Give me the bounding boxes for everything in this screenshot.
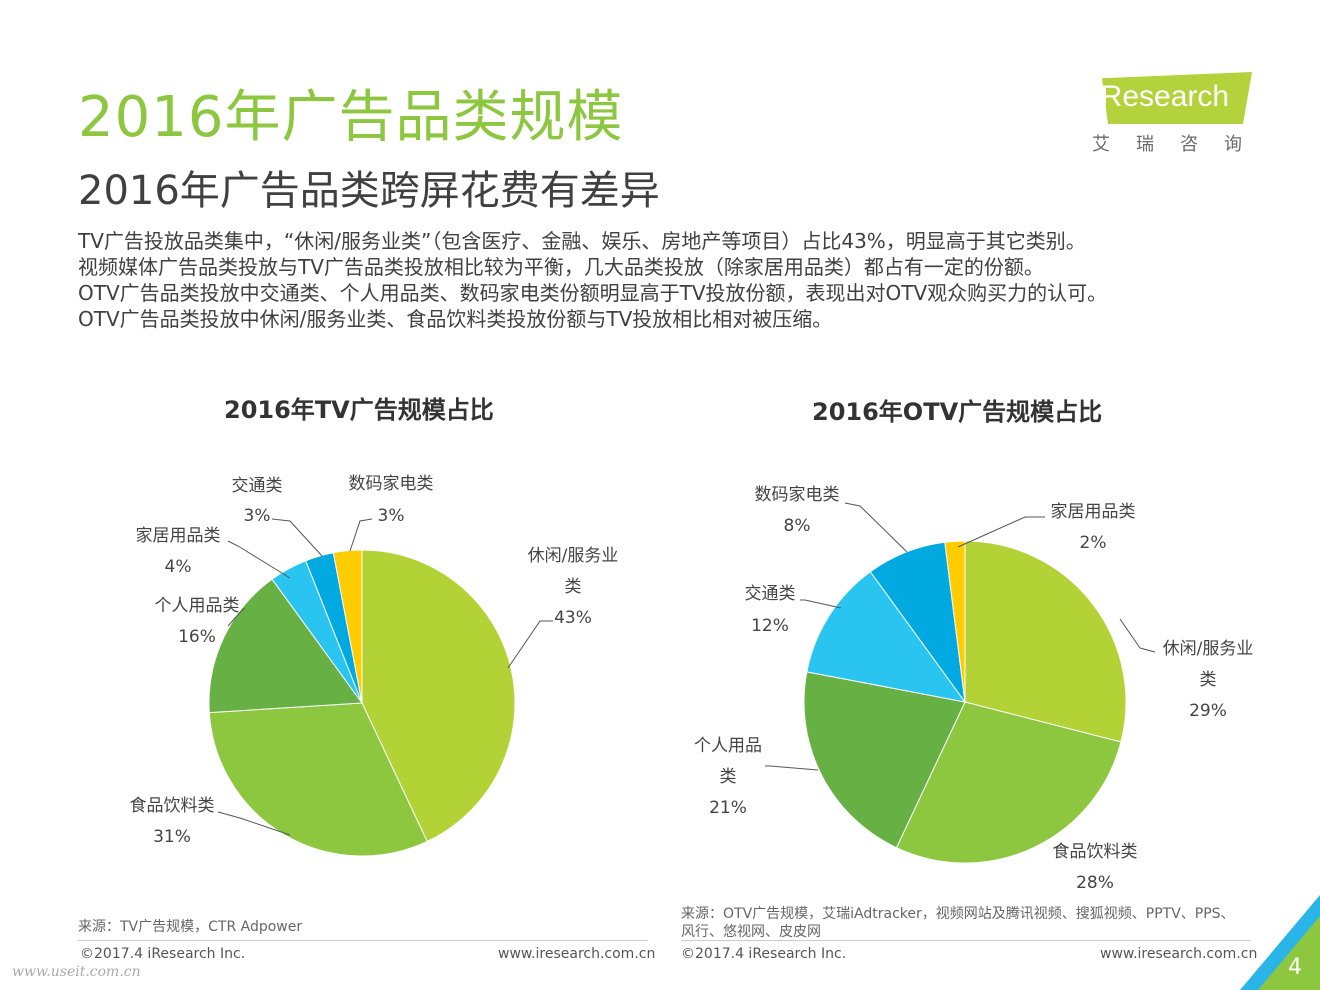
otv-leader-line [957,516,1045,548]
otv-slice-label: 休闲/服务业 [1163,639,1254,659]
watermark: www.useit.com.cn [12,964,141,980]
tv-source-note: 来源：TV广告规模，CTR Adpower [78,919,303,935]
tv-pie-slice [332,549,363,704]
tv-leader-line [349,518,373,552]
otv-pie-slice [803,671,966,849]
tv-pie-slice [208,702,428,857]
description-line: TV广告投放品类集中，“休闲/服务业类”（包含医疗、金融、娱乐、房地产等项目）占… [78,229,1086,253]
footer-divider [78,940,648,941]
otv-pie-slice [806,571,967,703]
logo-text: iResearch [1094,80,1230,113]
corner-decoration [1240,895,1320,990]
otv-slice-label: 个人用品 [694,736,762,756]
page-number: 4 [1288,955,1302,980]
otv-slice-label: 类 [1200,670,1217,690]
otv-leader-line [1119,618,1156,653]
otv-slice-label: 数码家电类 [755,485,840,505]
otv-slice-value: 28% [1076,873,1114,893]
description-line: OTV广告品类投放中休闲/服务业类、食品饮料类投放份额与TV投放相比相对被压缩。 [78,307,833,331]
copyright-right: ©2017.4 iResearch Inc. [681,946,847,962]
tv-slice-value: 4% [165,557,192,577]
tv-slice-label: 交通类 [232,476,283,496]
otv-slice-value: 12% [751,616,789,636]
tv-slice-label: 家居用品类 [136,526,221,546]
iresearch-logo: iResearch 艾瑞咨询 [1090,70,1260,160]
otv-slice-value: 21% [709,798,747,818]
otv-leader-line [844,502,908,553]
otv-pie-slice [895,701,1122,864]
otv-slice-label: 类 [720,767,737,787]
url-left[interactable]: www.iresearch.com.cn [498,946,656,962]
description-line: OTV广告品类投放中交通类、个人用品类、数码家电类份额明显高于TV投放份额，表现… [78,281,1108,305]
logo-cn-text: 艾瑞咨询 [1092,134,1268,155]
otv-slice-label: 食品饮料类 [1053,842,1138,862]
tv-leader-line [227,540,291,579]
tv-pie-slice [361,549,516,843]
tv-leader-line [227,608,245,627]
tv-chart-title: 2016年TV广告规模占比 [224,396,494,424]
url-right[interactable]: www.iresearch.com.cn [1100,946,1258,962]
copyright-left: ©2017.4 iResearch Inc. [80,946,246,962]
otv-pie-slice [944,540,966,703]
footer-divider [681,940,1251,941]
tv-slice-label: 类 [565,577,582,597]
tv-slice-label: 个人用品类 [155,596,240,616]
description-line: 视频媒体广告品类投放与TV广告品类投放相比较为平衡，几大品类投放（除家居用品类）… [78,255,1044,279]
tv-slice-value: 16% [178,627,216,647]
otv-slice-label: 家居用品类 [1051,502,1136,522]
otv-leader-line [765,765,819,771]
tv-slice-value: 43% [554,608,592,628]
page-title: 2016年广告品类规模 [78,85,624,150]
tv-slice-value: 3% [244,506,271,526]
tv-leader-line [507,620,553,669]
tv-leader-line [271,518,323,557]
otv-slice-value: 2% [1080,533,1107,553]
tv-slice-label: 休闲/服务业 [528,546,619,566]
tv-slice-label: 食品饮料类 [130,796,215,816]
tv-slice-value: 3% [378,506,405,526]
tv-pie-slice [208,578,363,714]
otv-leader-line [800,599,842,609]
tv-leader-line [217,811,291,836]
otv-slice-value: 8% [784,516,811,536]
otv-source-note: 来源：OTV广告规模，艾瑞iAdtracker，视频网站及腾讯视频、搜狐视频、P… [681,906,1235,940]
otv-slice-value: 29% [1189,701,1227,721]
logo-tag-shape [1102,72,1252,124]
otv-slice-label: 交通类 [745,584,796,604]
page-subtitle: 2016年广告品类跨屏花费有差异 [78,168,660,214]
tv-slice-value: 31% [153,827,191,847]
otv-pie-slice [964,540,1127,743]
otv-chart-title: 2016年OTV广告规模占比 [812,398,1103,426]
description-block: TV广告投放品类集中，“休闲/服务业类”（包含医疗、金融、娱乐、房地产等项目）占… [78,228,1278,332]
tv-slice-label: 数码家电类 [349,474,434,494]
